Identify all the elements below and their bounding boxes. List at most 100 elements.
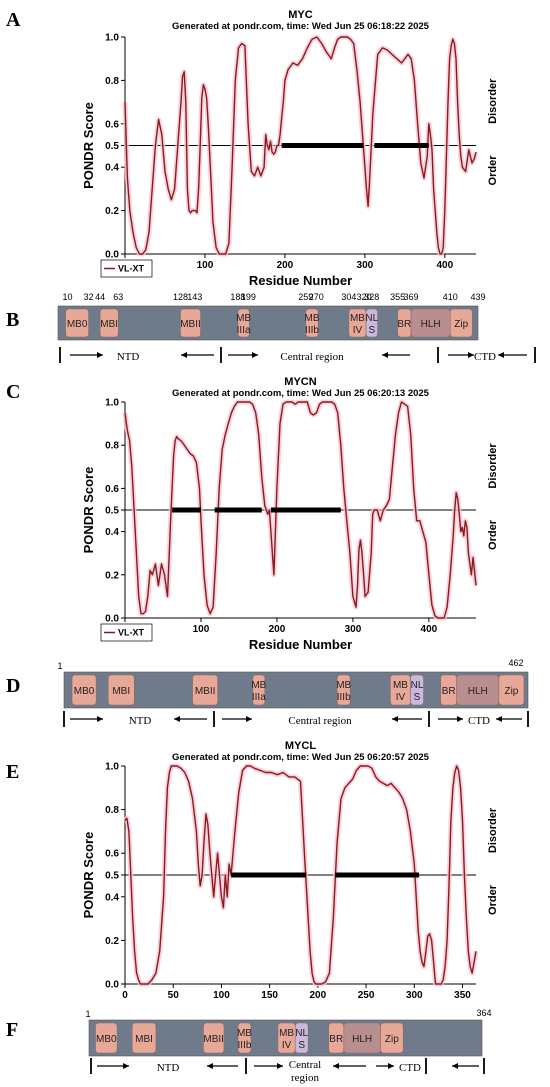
y-tick-label: 0.5 <box>105 506 119 517</box>
domain-box-mb0 <box>65 308 89 338</box>
residue-position-label: 355 <box>390 292 405 302</box>
series-line-vl-xt <box>124 765 477 985</box>
domain-label: MBII <box>195 686 216 697</box>
y-tick-label: 0.0 <box>105 980 119 991</box>
residue-position-label: 320 <box>357 292 372 302</box>
y-axis-label: PONDR Score <box>81 467 96 554</box>
y-tick-label: 0.5 <box>105 141 119 152</box>
domain-label: MBII <box>180 319 201 330</box>
domain-label: HLH <box>468 686 488 697</box>
panel-label-d: D <box>6 675 20 697</box>
domain-box-nls <box>365 308 378 338</box>
x-tick-label: 50 <box>168 990 180 1001</box>
region-label: Central region <box>280 351 344 363</box>
domain-box-zip <box>498 674 525 706</box>
x-tick-label: 0 <box>122 990 128 1001</box>
x-axis-label: Residue Number <box>249 637 352 652</box>
region-label: NTD <box>129 715 152 727</box>
domain-label-line2: S <box>368 325 375 336</box>
domain-label-line1: NL <box>365 313 378 324</box>
chart-title: MYCL <box>285 740 316 752</box>
domain-label: BR <box>442 686 456 697</box>
y-tick-label: 1.0 <box>105 398 119 409</box>
region-label: NTD <box>117 351 140 363</box>
region-arrow-right-head <box>123 1063 129 1069</box>
residue-position-label: 328 <box>364 292 379 302</box>
y-tick-label: 0.4 <box>105 163 119 174</box>
domain-box-nls <box>294 1022 309 1054</box>
domain-box-mbii <box>192 674 218 706</box>
y-tick-label: 0.0 <box>105 250 119 261</box>
region-label: NTD <box>157 1062 180 1074</box>
x-tick-label: 400 <box>421 624 438 635</box>
region-arrow-left-head <box>207 1063 213 1069</box>
domain-label-line2: IV <box>396 692 406 703</box>
chart-title: MYC <box>288 9 313 21</box>
x-tick-label: 350 <box>454 990 471 1001</box>
domain-box-zip <box>449 308 473 338</box>
x-tick-label: 300 <box>345 624 362 635</box>
y-tick-label: 0.8 <box>105 805 119 816</box>
domain-label: Zip <box>454 319 468 330</box>
region-arrow-right-head <box>97 352 103 358</box>
panel-label-a: A <box>6 9 21 31</box>
domain-box-mbii <box>203 1022 225 1054</box>
x-tick-label: 100 <box>197 260 214 271</box>
x-tick-label: 100 <box>193 624 210 635</box>
residue-position-label: 32 <box>84 292 94 302</box>
domain-label-line1: MB <box>350 313 365 324</box>
y-tick-label: 0.2 <box>105 570 119 581</box>
domain-label: HLH <box>352 1034 372 1045</box>
y-tick-label: 0.4 <box>105 527 119 538</box>
residue-position-label: 188 <box>230 292 245 302</box>
legend-box <box>100 623 153 642</box>
y-tick-label: 0.6 <box>105 484 119 495</box>
domain-label: BR <box>329 1034 343 1045</box>
chart-subtitle: Generated at pondr.com, time: Wed Jun 25… <box>172 752 430 763</box>
x-tick-label: 100 <box>213 990 230 1001</box>
domain-label: MBI <box>135 1034 153 1045</box>
domain-label: Zip <box>504 686 518 697</box>
domain-label-line1: MB <box>237 1028 252 1039</box>
domain-label-line2: IIIa <box>252 692 266 703</box>
domain-label-line2: IIIb <box>238 1040 252 1051</box>
residue-position-label: 270 <box>309 292 324 302</box>
domain-label-line2: IIIb <box>305 325 319 336</box>
series-line-vl-xt <box>124 401 477 619</box>
domain-label: MBI <box>100 319 118 330</box>
region-arrow-right-head <box>457 716 463 722</box>
domain-box-mbi <box>99 308 119 338</box>
region-label: CTD <box>468 715 490 727</box>
x-tick-label: 200 <box>310 990 327 1001</box>
panel-label-c: C <box>6 381 20 403</box>
region-arrow-left-head <box>174 716 180 722</box>
domain-box-mbiiib <box>237 1022 252 1054</box>
domain-label: MB0 <box>96 1034 117 1045</box>
y-tick-label: 0.2 <box>105 206 119 217</box>
domain-label-line1: MB <box>305 313 320 324</box>
legend-box <box>100 259 153 278</box>
residue-position-label: 128 <box>173 292 188 302</box>
region-arrow-right-head <box>97 716 103 722</box>
domain-label: MB0 <box>67 319 88 330</box>
domain-label: Zip <box>385 1034 399 1045</box>
domain-box-mbi <box>107 674 135 706</box>
x-tick-label: 300 <box>406 990 423 1001</box>
chart-subtitle: Generated at pondr.com, time: Wed Jun 25… <box>172 388 430 399</box>
domain-label-line1: NL <box>295 1028 308 1039</box>
residue-position-label: 439 <box>470 292 485 302</box>
region-arrow-left-head <box>498 352 504 358</box>
domain-label-line2: IV <box>282 1040 292 1051</box>
order-label: Order <box>487 155 499 186</box>
disorder-label: Disorder <box>487 78 499 124</box>
region-label: Central region <box>288 715 352 727</box>
domain-label-line2: S <box>414 692 421 703</box>
y-tick-label: 0.4 <box>105 892 119 903</box>
domain-label-line2: S <box>298 1040 305 1051</box>
y-tick-label: 0.6 <box>105 119 119 130</box>
disorder-label: Disorder <box>487 443 499 489</box>
